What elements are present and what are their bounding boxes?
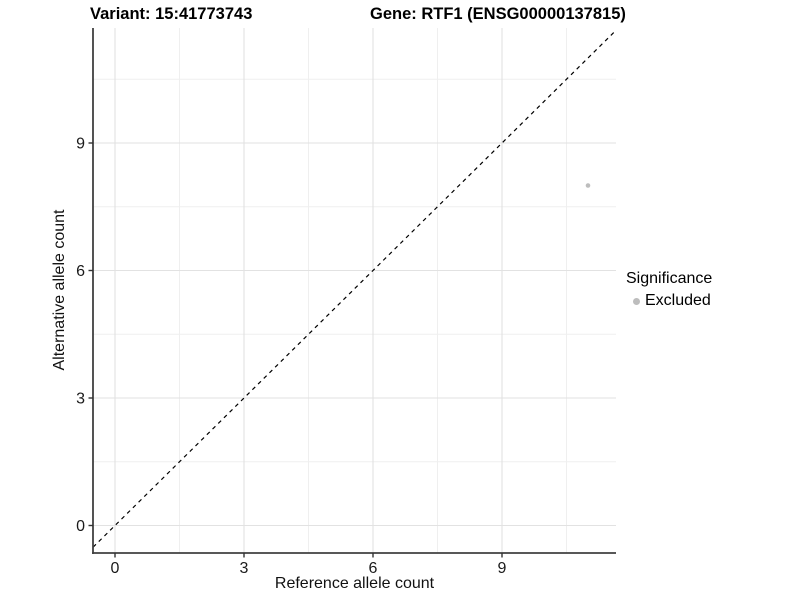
- variant-title: Variant: 15:41773743: [90, 5, 253, 23]
- legend-item-excluded: Excluded: [626, 292, 712, 310]
- data-point: [585, 183, 591, 188]
- x-tick-label: 9: [498, 560, 507, 577]
- x-tick-label: 6: [369, 560, 378, 577]
- y-tick-label: 6: [76, 263, 85, 280]
- gene-title: Gene: RTF1 (ENSG00000137815): [370, 5, 626, 23]
- y-tick-label: 3: [76, 391, 85, 408]
- y-tick-label: 0: [76, 518, 85, 535]
- legend: Significance Excluded: [626, 270, 712, 310]
- x-tick-label: 3: [240, 560, 249, 577]
- legend-item-label: Excluded: [645, 292, 711, 309]
- x-axis-title: Reference allele count: [274, 575, 435, 592]
- y-tick-label: 9: [76, 136, 85, 153]
- legend-title: Significance: [626, 270, 713, 287]
- identity-line: [93, 29, 616, 548]
- legend-key-dot-icon: [633, 297, 640, 305]
- x-tick-label: 0: [111, 560, 120, 577]
- y-axis-title: Alternative allele count: [51, 209, 68, 371]
